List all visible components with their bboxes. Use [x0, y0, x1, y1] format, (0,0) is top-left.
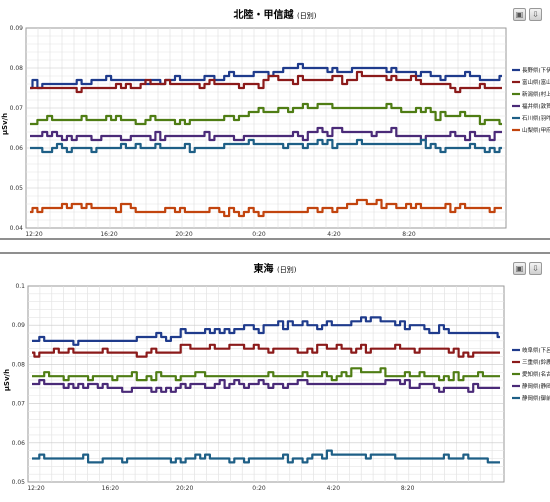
legend-label: 石川県(羽咋市): [522, 114, 550, 122]
legend-label: 岐阜県(下呂市): [522, 346, 550, 354]
x-tick-label: 4:20: [327, 485, 341, 492]
series-line: [32, 367, 500, 382]
x-tick-label: 12:20: [27, 485, 44, 492]
chart-title: 北陸・甲信越 (日別): [0, 6, 550, 21]
x-tick-label: 0:20: [252, 231, 266, 238]
series-line: [30, 102, 502, 126]
x-tick-label: 0:20: [252, 485, 266, 492]
chart-title: 東海 (日別): [0, 260, 550, 275]
save-icon[interactable]: ⇩: [529, 8, 542, 21]
series-line: [32, 316, 500, 346]
y-tick-label: 0.08: [12, 361, 26, 368]
legend-label: 三重県(鈴鹿市): [522, 358, 550, 366]
x-tick-label: 8:20: [401, 485, 415, 492]
x-tick-label: 16:20: [102, 485, 119, 492]
series-line: [30, 198, 502, 218]
legend-label: 愛知県(名古屋市): [522, 370, 550, 378]
series-line: [30, 70, 502, 94]
y-tick-label: 0.06: [10, 145, 24, 152]
legend-label: 富山県(富山市): [522, 78, 550, 86]
x-tick-label: 20:20: [175, 231, 192, 238]
x-tick-label: 8:20: [402, 231, 416, 238]
y-tick-label: 0.05: [12, 479, 26, 486]
y-axis-label: µSv/h: [1, 113, 9, 135]
y-tick-label: 0.07: [12, 401, 26, 408]
chart-subtitle: (日別): [297, 12, 317, 20]
series-line: [30, 62, 502, 90]
y-tick-label: 0.05: [10, 185, 24, 192]
y-axis-label: µSv/h: [3, 369, 11, 391]
y-tick-label: 0.06: [12, 440, 26, 447]
x-tick-label: 4:20: [327, 231, 341, 238]
chart-panel-hokuriku: 北陸・甲信越 (日別) ▣ ⇩ 0.04 0.05 0.06 0.07 0.08 0.09…: [0, 0, 550, 240]
legend-label: 静岡県(御前崎): [522, 394, 550, 402]
y-tick-label: 0.1: [15, 283, 25, 290]
y-tick-label: 0.04: [10, 225, 24, 232]
series-line: [30, 138, 502, 154]
save-icon[interactable]: ⇩: [529, 262, 542, 275]
image-icon[interactable]: ▣: [513, 262, 526, 275]
legend-label: 山梨県(甲府市): [522, 126, 550, 134]
image-icon[interactable]: ▣: [513, 8, 526, 21]
chart-toolbar: ▣ ⇩: [513, 262, 542, 275]
y-tick-label: 0.09: [10, 25, 24, 32]
y-tick-label: 0.07: [10, 105, 24, 112]
chart-tokai-svg: 0.05 0.06 0.07 0.08 0.09 0.1 12:20 16:20 20:20 0:…: [3, 283, 550, 492]
legend-label: 静岡県(静岡市): [522, 382, 550, 390]
chart-hokuriku-svg: 0.04 0.05 0.06 0.07 0.08 0.09 12:20 16:20 20:20 0…: [1, 25, 550, 238]
y-tick-label: 0.09: [12, 322, 26, 329]
legend-label: 新潟県(村上市): [522, 90, 550, 98]
series-line: [32, 343, 500, 358]
series-line: [32, 379, 500, 393]
chart-toolbar: ▣ ⇩: [513, 8, 542, 21]
chart-title-text: 東海: [253, 264, 274, 275]
series-line: [32, 449, 500, 464]
legend-label: 長野県(下伊那): [522, 66, 550, 74]
chart-title-text: 北陸・甲信越: [233, 10, 294, 21]
legend-label: 福井県(敦賀): [522, 102, 550, 110]
panel-gap: [0, 240, 550, 252]
chart-subtitle: (日別): [277, 266, 297, 274]
x-tick-label: 12:20: [25, 231, 42, 238]
y-tick-label: 0.08: [10, 65, 24, 72]
x-tick-label: 16:20: [100, 231, 117, 238]
chart-panel-tokai: 東海 (日別) ▣ ⇩ 0.05 0.06 0.07 0.08 0.09 0.1 12:20…: [0, 252, 550, 502]
x-tick-label: 20:20: [176, 485, 193, 492]
